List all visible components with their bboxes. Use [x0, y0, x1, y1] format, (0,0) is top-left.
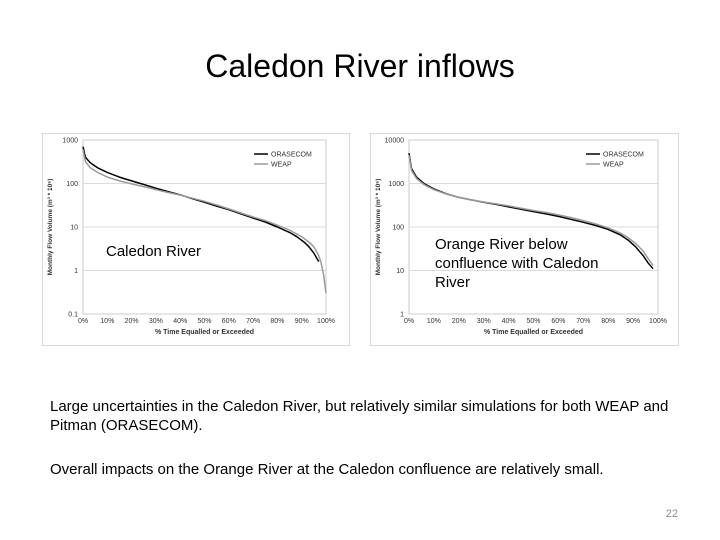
chart0-y-tick-label: 1 [74, 268, 78, 275]
chart1-x-tick-label: 40% [502, 318, 516, 325]
chart0-x-tick-label: 60% [222, 318, 236, 325]
chart0-legend-label-weap: WEAP [271, 162, 292, 169]
chart0-y-tick-label: 0.1 [68, 312, 78, 319]
chart1-x-tick-label: 20% [452, 318, 466, 325]
chart0-x-tick-label: 0% [78, 318, 88, 325]
chart0-x-tick-label: 20% [125, 318, 139, 325]
chart0-x-tick-label: 80% [270, 318, 284, 325]
chart1-x-axis-label: % Time Equalled or Exceeded [484, 329, 583, 336]
chart1-y-axis-label: Monthly Flow Volume (m³ * 10⁶) [375, 179, 382, 276]
chart0-y-tick-label: 1000 [62, 138, 78, 145]
chart0-x-tick-label: 50% [197, 318, 211, 325]
chart-orange-river: 1 10 100 1000 10000 0% 10% 20% 30% 40% 50% 60% 70% 80… [370, 133, 679, 346]
chart0-series-weap [82, 149, 327, 294]
chart0-x-tick-label: 90% [295, 318, 309, 325]
chart-orange-river-label: Orange River below confluence with Caled… [435, 236, 599, 291]
chart-caledon-river: 0.1 1 10 100 1000 0% 10% 20% 30% 40% 50% 60% 70% 80% 9… [42, 133, 350, 346]
chart1-x-tick-label: 60% [551, 318, 565, 325]
chart0-x-tick-label: 40% [173, 318, 187, 325]
chart1-series-weap [408, 154, 654, 266]
chart1-y-tick-label: 100 [392, 225, 404, 232]
chart0-series-orasecom [82, 146, 320, 262]
chart0-x-axis-label: % Time Equalled or Exceeded [155, 329, 254, 336]
chart1-y-tick-label: 10 [396, 268, 404, 275]
chart0-x-tick-label: 30% [149, 318, 163, 325]
chart1-x-tick-label: 100% [649, 318, 667, 325]
chart1-legend-label-orasecom: ORASECOM [603, 152, 644, 159]
chart0-y-axis-label: Monthly Flow Volume (m³ * 10⁶) [47, 179, 54, 276]
chart1-x-tick-label: 50% [526, 318, 540, 325]
chart1-y-tick-label: 10000 [385, 138, 405, 145]
chart0-y-tick-label: 100 [66, 181, 78, 188]
chart1-legend-label-weap: WEAP [603, 162, 624, 169]
chart1-x-tick-label: 0% [404, 318, 414, 325]
chart1-y-tick-label: 1 [400, 312, 404, 319]
chart-orange-river-svg: 1 10 100 1000 10000 0% 10% 20% 30% 40% 50% 60% 70% 80… [375, 138, 667, 337]
chart0-x-tick-label: 100% [317, 318, 335, 325]
chart1-x-tick-label: 90% [626, 318, 640, 325]
paragraph-uncertainties: Large uncertainties in the Caledon River… [50, 398, 669, 434]
chart0-legend-label-orasecom: ORASECOM [271, 152, 312, 159]
chart1-x-tick-label: 10% [427, 318, 441, 325]
slide-title: Caledon River inflows [205, 48, 515, 84]
chart0-x-tick-label: 10% [100, 318, 114, 325]
page-number: 22 [665, 508, 678, 520]
chart0-x-tick-label: 70% [246, 318, 260, 325]
chart1-y-tick-label: 1000 [388, 181, 404, 188]
chart-caledon-river-svg: 0.1 1 10 100 1000 0% 10% 20% 30% 40% 50% 60% 70% 80% 9… [47, 138, 335, 337]
chart1-x-tick-label: 80% [601, 318, 615, 325]
chart-caledon-river-label: Caledon River [106, 243, 202, 260]
chart1-x-tick-label: 30% [477, 318, 491, 325]
paragraph-overall-impacts: Overall impacts on the Orange River at t… [50, 461, 604, 478]
chart1-x-tick-label: 70% [576, 318, 590, 325]
chart0-y-tick-label: 10 [70, 225, 78, 232]
